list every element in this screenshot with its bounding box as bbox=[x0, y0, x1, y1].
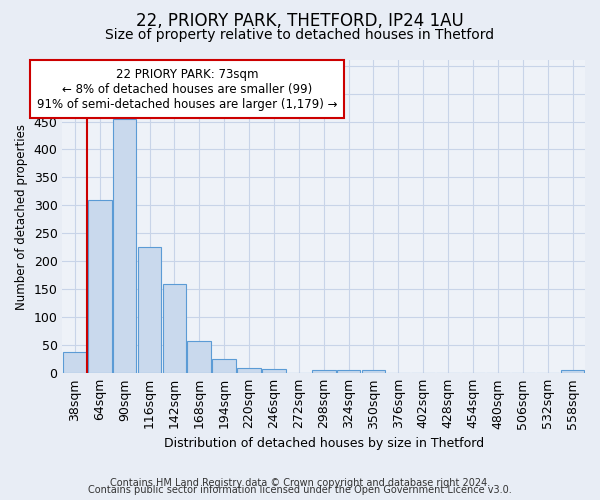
Bar bbox=[113, 118, 136, 373]
Text: 22, PRIORY PARK, THETFORD, IP24 1AU: 22, PRIORY PARK, THETFORD, IP24 1AU bbox=[136, 12, 464, 30]
Bar bbox=[212, 359, 236, 373]
Bar bbox=[237, 368, 261, 373]
Bar bbox=[137, 248, 161, 373]
Bar bbox=[337, 370, 361, 373]
X-axis label: Distribution of detached houses by size in Thetford: Distribution of detached houses by size … bbox=[164, 437, 484, 450]
Bar bbox=[187, 340, 211, 373]
Bar bbox=[262, 368, 286, 373]
Bar bbox=[63, 352, 86, 373]
Bar bbox=[362, 370, 385, 373]
Bar bbox=[561, 370, 584, 373]
Text: Contains public sector information licensed under the Open Government Licence v3: Contains public sector information licen… bbox=[88, 485, 512, 495]
Text: Size of property relative to detached houses in Thetford: Size of property relative to detached ho… bbox=[106, 28, 494, 42]
Text: Contains HM Land Registry data © Crown copyright and database right 2024.: Contains HM Land Registry data © Crown c… bbox=[110, 478, 490, 488]
Bar bbox=[88, 200, 112, 373]
Bar bbox=[312, 370, 335, 373]
Y-axis label: Number of detached properties: Number of detached properties bbox=[15, 124, 28, 310]
Bar bbox=[163, 284, 186, 373]
Text: 22 PRIORY PARK: 73sqm
← 8% of detached houses are smaller (99)
91% of semi-detac: 22 PRIORY PARK: 73sqm ← 8% of detached h… bbox=[37, 68, 337, 110]
